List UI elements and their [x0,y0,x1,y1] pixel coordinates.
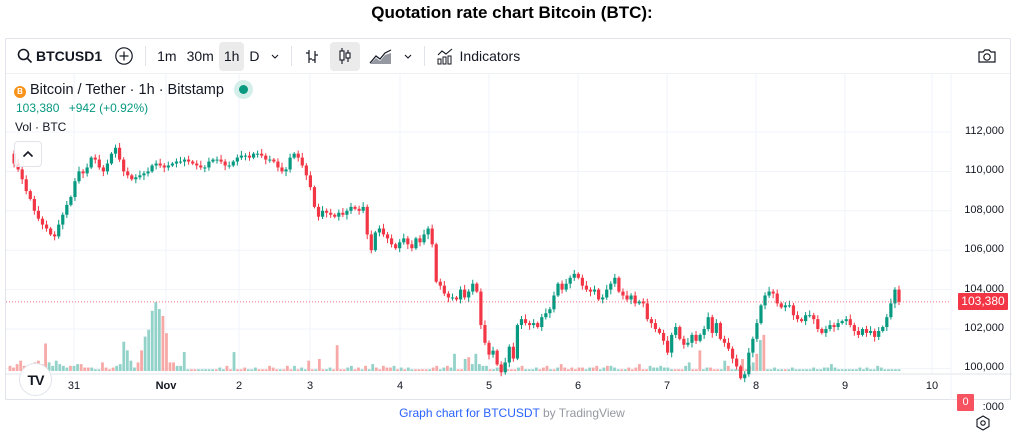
date-tick-label: Nov [155,380,177,392]
candles-icon [336,47,354,65]
date-tick-label: 2 [235,380,243,392]
chart-toolbar: BTCUSD1 1m 30m 1h D [6,39,1010,74]
price-tick-label: 100,000 [964,361,1004,374]
volume-value-tag: 0 [957,394,974,411]
price-tick-label: 104,000 [964,282,1004,295]
chevron-down-icon [270,51,280,61]
indicators-label: Indicators [459,48,521,64]
collapse-legend-button[interactable] [14,141,42,167]
last-price: 103,380 [16,101,60,115]
tradingview-logo-icon[interactable]: TV [19,363,52,396]
toolbar-divider [290,46,292,66]
chart-link[interactable]: Graph chart for BTCUSDT [399,406,540,420]
add-symbol-icon [114,46,134,66]
date-tick-label: 8 [752,380,760,392]
chevron-up-icon [22,145,34,163]
series-title: Bitcoin / Tether · 1h · Bitstamp [30,81,224,98]
area-style-button[interactable] [364,42,398,71]
settings-gear-icon [975,415,991,435]
date-tick-label: 6 [574,380,582,392]
price-change-line: 103,380 +942 (+0.92%) [16,101,154,115]
date-tick-label: 9 [841,380,849,392]
price-change: +942 (+0.92%) [68,101,149,115]
date-tick-label: 7 [663,380,671,392]
current-price-tag: 103,380 [958,293,1008,311]
bitcoin-logo-icon: B [14,85,26,98]
price-tick-label: 112,000 [965,125,1004,137]
page-title: Quotation rate chart Bitcoin (BTC): [371,3,653,22]
camera-icon [977,47,997,65]
symbol-label: BTCUSD1 [36,48,103,64]
screenshot-button[interactable] [972,42,1002,71]
series-legend: B Bitcoin / Tether · 1h · Bitstamp [14,80,253,99]
search-icon [17,48,33,64]
price-tick-label: 110,000 [965,164,1004,177]
price-tick-label: :000 [982,400,1004,413]
toolbar-divider [145,46,147,66]
price-tick-label: 108,000 [964,203,1004,216]
interval-d[interactable]: D [249,48,260,64]
chevron-down-icon [403,51,413,61]
date-tick-label: 3 [306,380,314,392]
price-tick-label: 102,000 [964,322,1004,334]
price-tick-label: 106,000 [964,243,1004,256]
interval-dropdown[interactable] [265,42,285,71]
indicators-icon [436,47,454,65]
toolbar-divider [423,46,425,66]
date-tick-label: 5 [485,380,493,392]
bars-style-button[interactable] [298,42,326,71]
volume-label: Vol · BTC [15,120,67,134]
bar-chart-icon [303,47,321,65]
candles-style-button[interactable] [329,41,360,71]
chart-widget: BTCUSD1 1m 30m 1h D [5,38,1012,431]
interval-30m[interactable]: 30m [186,48,214,64]
date-tick-label: 31 [67,380,81,392]
symbol-search-button[interactable]: BTCUSD1 [12,42,107,71]
attribution-footer: Graph chart for BTCUSDT by TradingView [0,406,1024,420]
compare-symbol-button[interactable] [109,42,139,71]
interval-1m[interactable]: 1m [157,48,177,64]
attribution-text: by TradingView [543,406,625,420]
date-tick-label: 4 [396,380,404,392]
date-tick-label: 10 [925,380,939,392]
chart-area[interactable]: B Bitcoin / Tether · 1h · Bitstamp 103,3… [6,74,1012,431]
interval-1h[interactable]: 1h [218,41,245,71]
indicators-button[interactable]: Indicators [431,42,526,71]
area-chart-icon [369,47,393,65]
market-open-status-icon [233,80,253,99]
chart-style-dropdown[interactable] [398,42,418,71]
candlestick-chart[interactable] [6,74,1012,400]
